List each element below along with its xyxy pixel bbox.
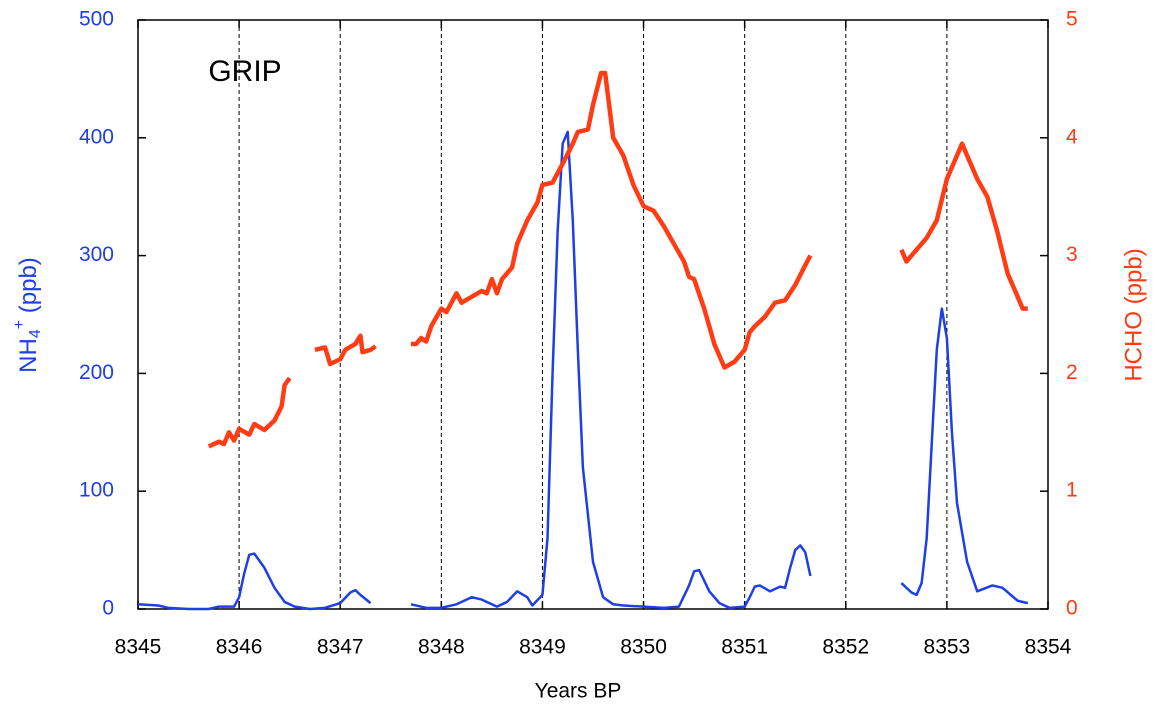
- y-tick-label: 300: [79, 243, 114, 266]
- y-tick-label: 500: [79, 8, 114, 31]
- x-tick-label: 8345: [115, 636, 162, 659]
- y-tick-label: 0: [102, 597, 114, 620]
- y2-tick-label: 1: [1066, 479, 1078, 502]
- y2-tick-label: 4: [1066, 125, 1078, 148]
- x-tick-label: 8346: [216, 636, 263, 659]
- x-tick-label: 8352: [822, 636, 869, 659]
- y-axis-label: NH4+ (ppb): [11, 257, 44, 373]
- y2-tick-label: 0: [1066, 597, 1078, 620]
- y-label-main: NH: [15, 338, 42, 373]
- annotation: GRIP: [208, 55, 281, 88]
- x-tick-label: 8353: [924, 636, 971, 659]
- plot-frame: [137, 19, 1049, 610]
- data-line: [207, 70, 1028, 449]
- data-line: [137, 130, 1029, 611]
- y-label-unit: (ppb): [15, 257, 42, 320]
- x-tick-label: 8348: [418, 636, 465, 659]
- x-tick-label: 8354: [1025, 636, 1072, 659]
- x-tick-label: 8351: [721, 636, 768, 659]
- y2-axis-label: HCHO (ppb): [1120, 248, 1147, 381]
- y-tick-label: 400: [79, 125, 114, 148]
- x-tick-label: 8349: [519, 636, 566, 659]
- y2-tick-label: 2: [1066, 361, 1078, 384]
- x-tick-label: 8350: [620, 636, 667, 659]
- y-tick-label: 100: [79, 479, 114, 502]
- y-label-sub: 4: [27, 329, 44, 338]
- y-label-sup: +: [11, 320, 28, 329]
- x-tick-label: 8347: [317, 636, 364, 659]
- y2-tick-label: 5: [1066, 8, 1078, 31]
- y-tick-label: 200: [79, 361, 114, 384]
- x-axis-label: Years BP: [535, 680, 622, 703]
- y2-tick-label: 3: [1066, 243, 1078, 266]
